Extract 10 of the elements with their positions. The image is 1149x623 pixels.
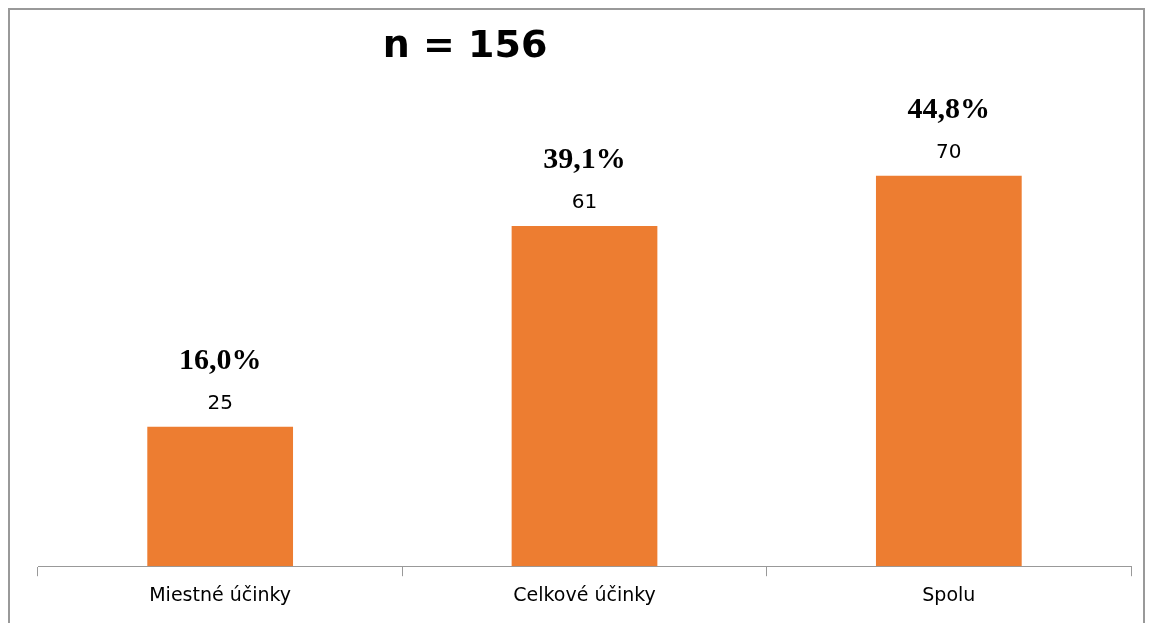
annotation: 16,0% [178, 341, 262, 375]
x-tick-label: Celkové účinky [513, 582, 656, 605]
data-label: 25 [207, 389, 233, 414]
chart-title: n = 156 [381, 22, 549, 66]
annotation: 39,1% [543, 140, 626, 174]
x-tick-label: Spolu [922, 582, 976, 605]
annotation: 44,8% [907, 90, 991, 124]
data-label: 61 [571, 188, 598, 213]
data-label: 70 [936, 138, 962, 163]
x-tick-label: Miestné účinky [149, 582, 292, 605]
